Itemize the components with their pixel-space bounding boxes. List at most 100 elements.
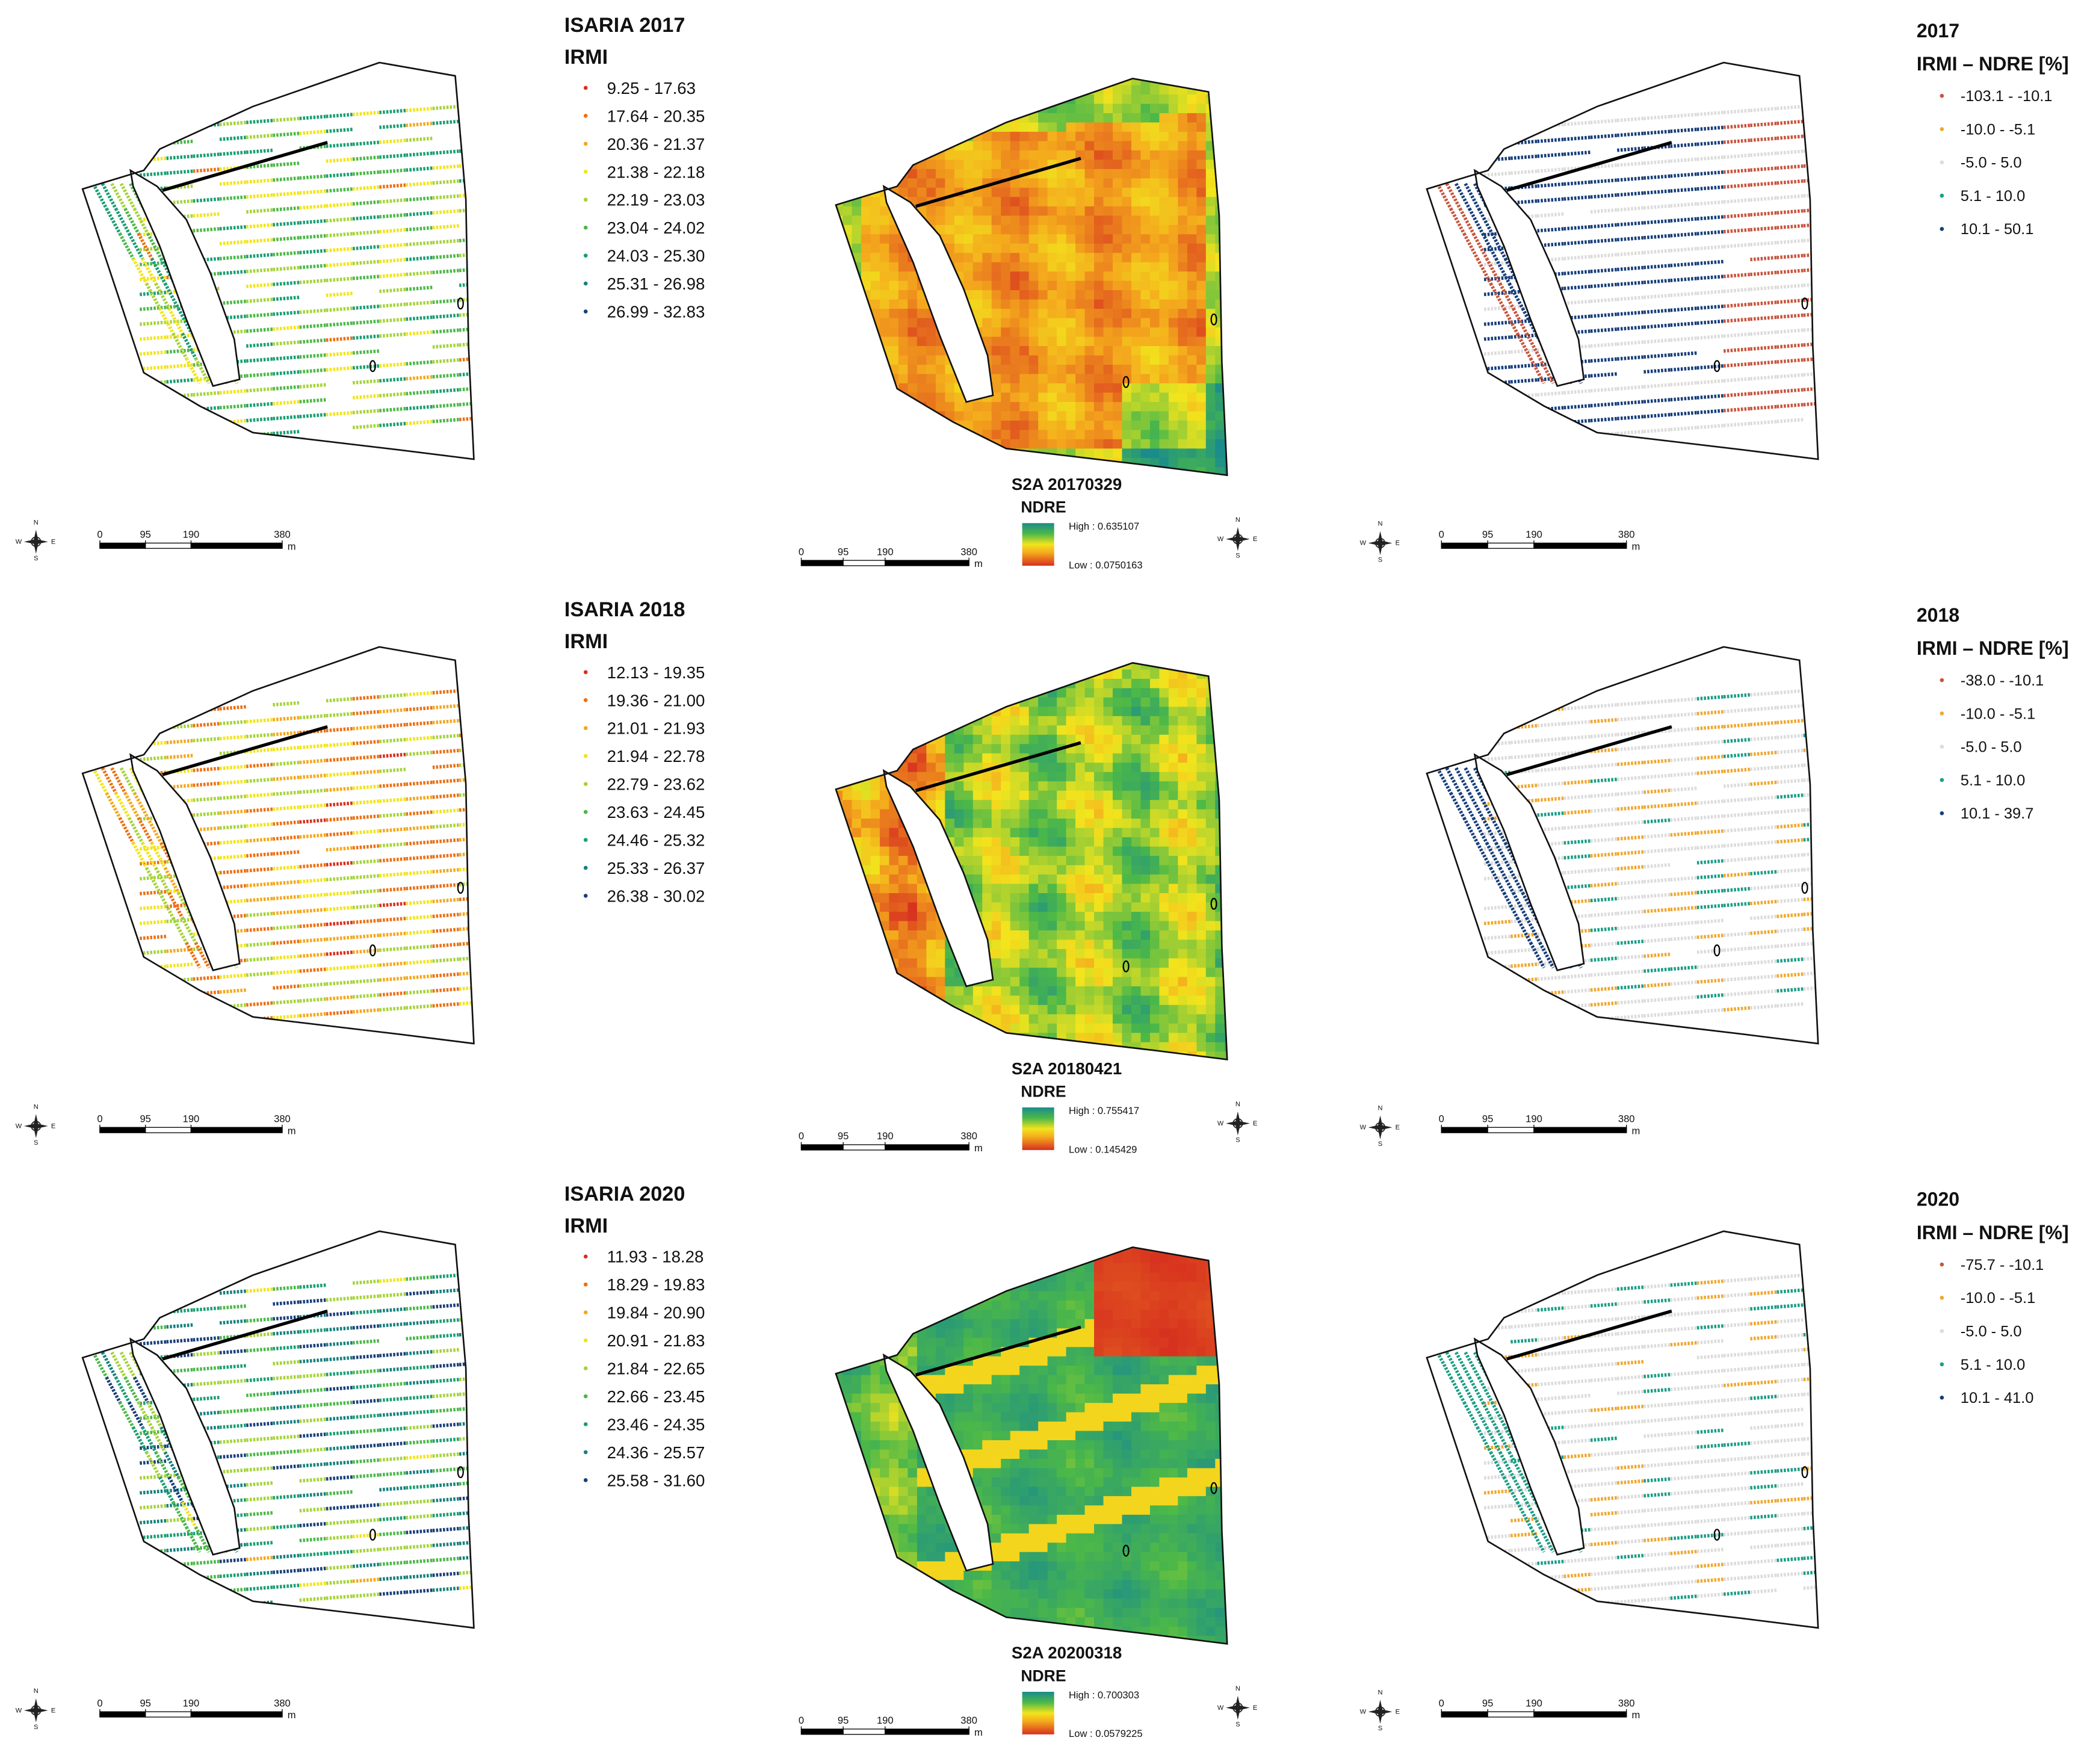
raster-cell bbox=[1113, 448, 1122, 458]
raster-cell bbox=[1131, 912, 1141, 921]
raster-cell bbox=[963, 448, 973, 458]
raster-cell bbox=[992, 430, 1001, 439]
raster-cell bbox=[1001, 986, 1010, 996]
raster-cell bbox=[1187, 837, 1197, 847]
raster-cell bbox=[1131, 132, 1141, 141]
raster-cell bbox=[1038, 356, 1048, 365]
raster-cell bbox=[1057, 1024, 1066, 1033]
track-segment bbox=[1777, 766, 1804, 767]
raster-cell bbox=[1122, 809, 1131, 819]
raster-cell bbox=[1215, 85, 1225, 95]
raster-cell bbox=[852, 430, 862, 439]
raster-cell bbox=[1094, 754, 1104, 763]
raster-cell bbox=[1029, 986, 1039, 996]
raster-cell bbox=[945, 439, 954, 449]
raster-cell bbox=[1196, 958, 1206, 968]
raster-cell bbox=[1029, 76, 1039, 85]
raster-cell bbox=[1019, 411, 1029, 421]
raster-cell bbox=[1113, 365, 1122, 374]
raster-cell bbox=[1094, 318, 1104, 328]
raster-cell bbox=[880, 1024, 889, 1033]
raster-cell bbox=[1029, 763, 1039, 772]
raster-cell bbox=[889, 986, 898, 996]
raster-cell bbox=[861, 169, 871, 179]
raster-cell bbox=[1029, 281, 1039, 291]
raster-cell bbox=[936, 754, 945, 763]
track-segment bbox=[326, 908, 353, 909]
raster-cell bbox=[907, 439, 917, 449]
track-segment bbox=[326, 743, 353, 745]
track-segment bbox=[211, 918, 224, 942]
raster-cell bbox=[1150, 430, 1160, 439]
raster-cell bbox=[907, 800, 917, 809]
raster-cell bbox=[917, 113, 927, 123]
raster-cell bbox=[1196, 763, 1206, 772]
raster-cell bbox=[982, 856, 992, 865]
raster-cell bbox=[1206, 458, 1216, 468]
track-segment bbox=[1591, 779, 1617, 781]
raster-cell bbox=[1094, 856, 1104, 865]
raster-cell bbox=[1057, 402, 1066, 412]
raster-cell bbox=[1131, 1033, 1141, 1042]
raster-cell bbox=[1150, 772, 1160, 782]
raster-cell bbox=[1029, 958, 1039, 968]
raster-cell bbox=[1206, 346, 1216, 356]
raster-cell bbox=[954, 1061, 964, 1071]
track-segment bbox=[1617, 268, 1643, 270]
raster-cell bbox=[880, 225, 889, 235]
track-segment bbox=[193, 273, 220, 275]
raster-cell bbox=[898, 132, 908, 141]
raster-cell bbox=[1159, 977, 1169, 986]
raster-cell bbox=[1206, 374, 1216, 383]
raster-cell bbox=[1113, 688, 1122, 698]
raster-cell bbox=[889, 197, 898, 206]
track-segment bbox=[1643, 400, 1670, 401]
raster-cell bbox=[1140, 411, 1150, 421]
raster-cell bbox=[870, 847, 880, 856]
raster-cell bbox=[982, 411, 992, 421]
track-segment bbox=[406, 827, 433, 829]
raster-cell bbox=[1196, 819, 1206, 828]
track-segment bbox=[379, 963, 406, 965]
raster-cell bbox=[1085, 968, 1095, 977]
raster-cell bbox=[1094, 113, 1104, 123]
raster-cell bbox=[1169, 930, 1178, 940]
raster-cell bbox=[1159, 430, 1169, 439]
raster-cell bbox=[1131, 828, 1141, 838]
raster-cell bbox=[843, 365, 852, 374]
raster-cell bbox=[1085, 958, 1095, 968]
raster-cell bbox=[889, 707, 898, 716]
track-segment bbox=[1724, 769, 1750, 771]
track-segment bbox=[433, 750, 459, 752]
raster-cell bbox=[1094, 94, 1104, 104]
raster-cell bbox=[1038, 337, 1048, 347]
raster-cell bbox=[1169, 271, 1178, 281]
raster-cell bbox=[1113, 1005, 1122, 1015]
raster-cell bbox=[1019, 253, 1029, 262]
track-segment bbox=[273, 327, 299, 329]
track-segment bbox=[246, 419, 273, 421]
raster-cell bbox=[1010, 847, 1020, 856]
raster-cell bbox=[1001, 290, 1010, 300]
track-segment bbox=[220, 990, 246, 992]
raster-cell bbox=[889, 85, 898, 95]
raster-cell bbox=[1066, 781, 1076, 791]
raster-cell bbox=[1225, 847, 1234, 856]
raster-cell bbox=[1113, 781, 1122, 791]
raster-cell bbox=[1225, 76, 1234, 85]
raster-cell bbox=[954, 716, 964, 726]
raster-cell bbox=[1169, 458, 1178, 468]
raster-cell bbox=[1113, 1014, 1122, 1024]
track-segment bbox=[353, 172, 379, 174]
raster-cell bbox=[1019, 995, 1029, 1005]
scale-label: 190 bbox=[1526, 529, 1542, 540]
raster-cell bbox=[1048, 986, 1057, 996]
raster-cell bbox=[1094, 225, 1104, 235]
compass-label: N bbox=[34, 1103, 39, 1110]
raster-cell bbox=[1010, 679, 1020, 689]
raster-cell bbox=[1150, 865, 1160, 875]
track-segment bbox=[246, 958, 273, 960]
raster-cell bbox=[1225, 290, 1234, 300]
raster-cell bbox=[852, 458, 862, 468]
track-segment bbox=[1671, 729, 1697, 731]
